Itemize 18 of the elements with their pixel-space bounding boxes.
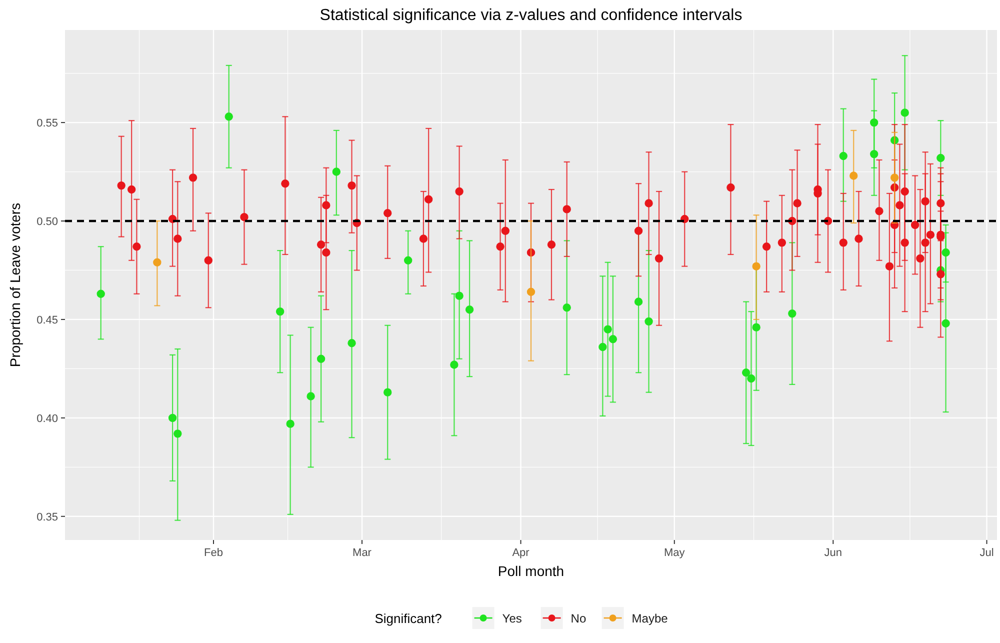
x-tick-label: Mar [352, 547, 372, 559]
x-tick-label: Jul [980, 547, 994, 559]
y-axis-title: Proportion of Leave voters [7, 202, 23, 368]
legend-label: Maybe [632, 612, 668, 626]
y-tick-label: 0.40 [36, 412, 58, 425]
y-tick-label: 0.55 [36, 118, 58, 130]
legend-title: Significant? [374, 611, 442, 626]
legend-label: No [570, 612, 586, 626]
x-tick-label: Jun [824, 547, 842, 559]
chart-title: Statistical significance via z-values and confidence intervals [320, 7, 742, 24]
x-axis-title: Poll month [498, 563, 564, 579]
y-tick-label: 0.35 [36, 511, 58, 524]
legend-label: Yes [502, 612, 522, 626]
x-tick-label: Feb [204, 547, 223, 559]
y-tick-label: 0.50 [36, 216, 58, 228]
x-tick-label: May [664, 547, 686, 559]
x-tick-label: Apr [512, 547, 530, 559]
y-tick-label: 0.45 [36, 314, 58, 326]
